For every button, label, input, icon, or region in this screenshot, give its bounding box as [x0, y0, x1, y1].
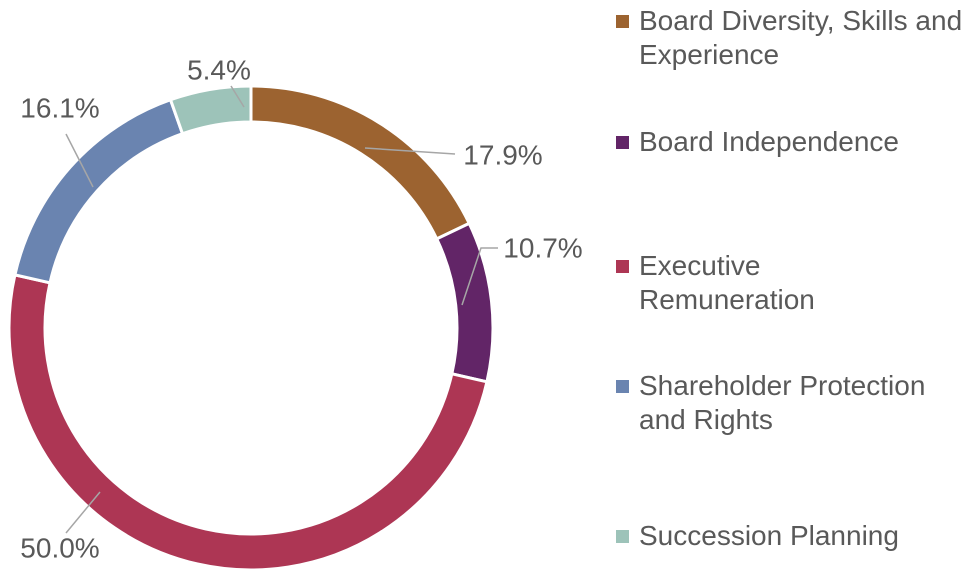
legend-label: Shareholder Protection and Rights — [639, 370, 926, 435]
data-label: 50.0% — [20, 532, 99, 563]
legend-swatch — [616, 136, 629, 149]
leader-line — [364, 147, 456, 155]
donut-segment — [7, 273, 489, 569]
legend-label: Succession Planning — [639, 520, 899, 551]
data-label: 10.7% — [503, 232, 582, 263]
leader-line — [230, 85, 245, 108]
legend-label: Board Diversity, Skills and Experience — [639, 5, 963, 70]
legend-item: Succession Planning — [616, 519, 966, 553]
leader-line — [461, 247, 498, 306]
leader-line — [65, 133, 94, 188]
donut-segment — [249, 84, 472, 241]
legend-item: Board Independence — [616, 125, 966, 159]
legend-swatch — [616, 530, 629, 543]
data-label: 16.1% — [20, 92, 99, 123]
data-label: 5.4% — [187, 54, 251, 85]
legend-swatch — [616, 260, 629, 273]
data-label: 17.9% — [463, 139, 542, 170]
legend-item: Shareholder Protection and Rights — [616, 369, 966, 437]
legend-item: Board Diversity, Skills and Experience — [616, 4, 966, 72]
legend-label: Executive Remuneration — [639, 250, 815, 315]
donut-segment — [434, 221, 495, 384]
legend-swatch — [616, 380, 629, 393]
legend-item: Executive Remuneration — [616, 249, 849, 317]
legend-swatch — [616, 15, 629, 28]
donut-segment — [168, 84, 253, 136]
donut-segment — [13, 97, 185, 285]
leader-line — [65, 491, 101, 534]
legend-label: Board Independence — [639, 126, 899, 157]
